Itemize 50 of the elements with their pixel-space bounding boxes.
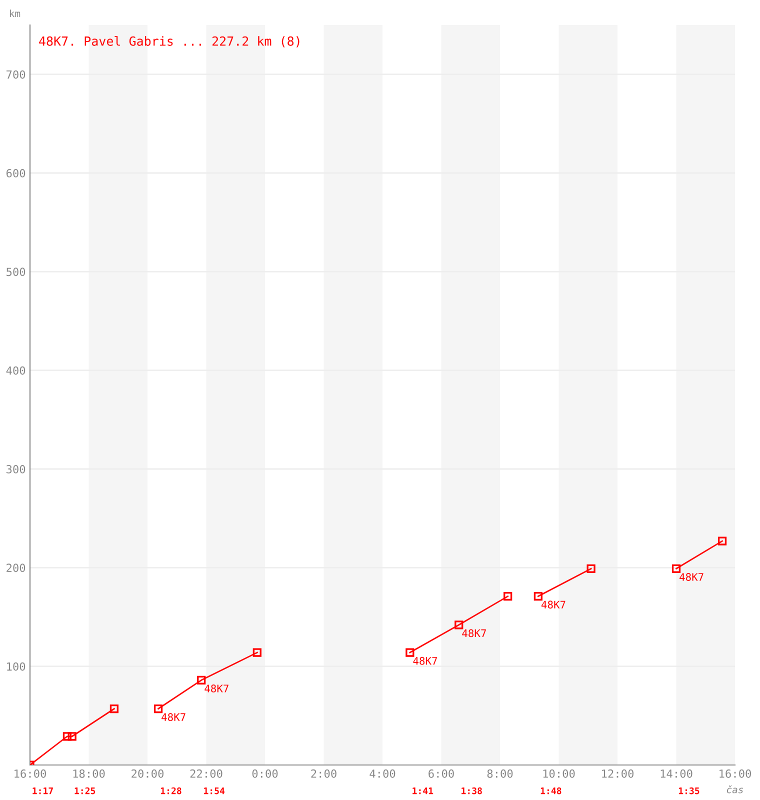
text: 1:38 [462,787,482,794]
annotation: 48K7 [162,713,186,722]
point [504,592,512,601]
x-tick-label: 0:00 [252,769,278,778]
point [154,704,163,714]
x-tick-label: 14:00 [660,769,692,778]
point [672,564,681,573]
annotation: 48K7 [541,600,566,609]
text: 1:28 [160,787,182,794]
annotation: 48K7 [680,573,704,581]
x-tick-label: 22:00 [190,769,222,778]
y-tick-label: 300 [6,465,26,474]
y-tick-label: 600 [6,169,26,178]
point [62,732,72,741]
x-tick-label: 4:00 [370,769,396,778]
point [68,732,76,741]
text: 1:25 [74,787,96,794]
text: 1:35 [678,787,700,794]
point [406,648,414,657]
point [718,536,727,546]
x-tick-label: 6:00 [428,769,454,778]
text: 1:48 [540,787,562,794]
point [454,620,464,630]
x-tick-label: 16:00 [14,769,46,778]
text: 1:17 [32,788,53,794]
point [197,676,206,684]
x-tick-label: 8:00 [487,769,513,778]
x-tick-label: 18:00 [73,769,105,778]
x-tick-label: 12:00 [602,769,634,778]
text: 1:54 [204,788,225,794]
x-tick-label: 16:00 [720,769,752,778]
text: 48K7. Pavel Gabris ... 227.2 km (8) [39,36,300,48]
text: 1:41 [412,788,434,794]
y-tick-label: 400 [6,366,26,375]
point [110,704,119,714]
y-tick-label: 700 [6,70,26,79]
point [534,592,542,601]
y-tick-label: 100 [7,662,26,671]
point [586,564,596,573]
annotation: 48K7 [462,629,486,638]
x-tick-label: 10:00 [543,769,575,778]
y-tick-label: 500 [6,268,26,276]
y-tick-label: 200 [6,564,26,572]
annotation: 48K7 [204,684,228,692]
x-tick-label: 2:00 [311,769,336,778]
x-tick-label: 20:00 [132,769,164,778]
annotation: 48K7 [413,656,437,665]
y-axis-title: km [10,10,20,18]
point [252,648,262,657]
x-axis-title: čas [726,785,744,794]
